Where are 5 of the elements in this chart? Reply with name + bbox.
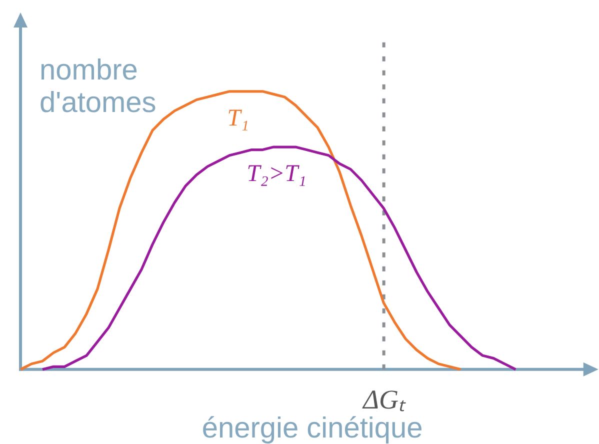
text: ΔGₜ — [362, 384, 406, 414]
x-axis-title: énergie cinétique — [202, 412, 423, 444]
series-label: T₁ — [227, 105, 249, 132]
series-label: T₂>T₁ — [246, 161, 306, 188]
y-axis-title: nombre d'atomes — [40, 54, 156, 120]
